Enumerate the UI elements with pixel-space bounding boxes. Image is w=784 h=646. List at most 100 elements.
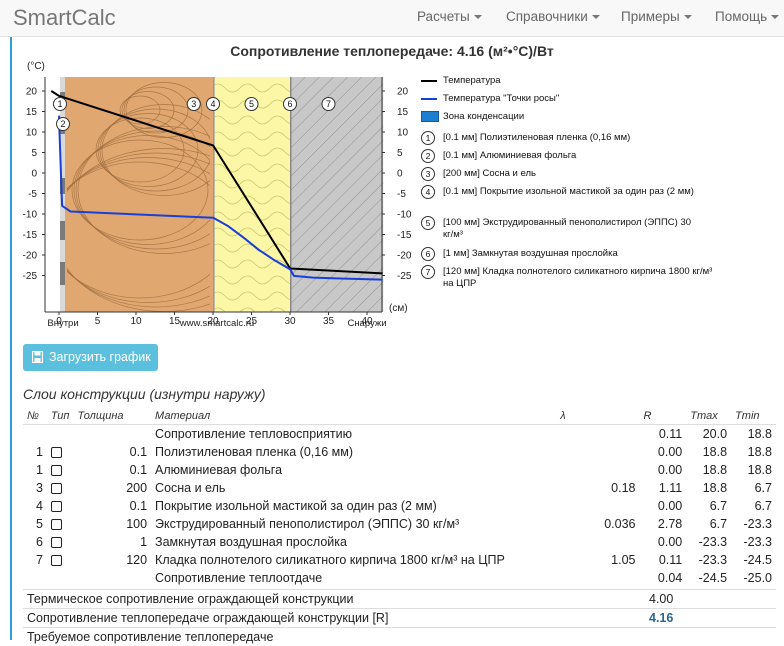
row-tmax: 18.8 [686,461,731,479]
row-tmin: 18.8 [731,443,776,461]
layer-marker-label: 7 [326,99,331,109]
row-material: Покрытие изольной мастикой за один раз (… [151,497,556,515]
column-header-tmin: Tmin [731,407,776,425]
layers-table: № Тип Толщина Материал λ R Tmax Tmin Соп… [23,407,776,587]
row-r: 0.11 [639,425,686,444]
legend-layer-text: [0.1 мм] Полиэтиленовая пленка (0,16 мм) [443,132,630,143]
row-tmin: 18.8 [731,425,776,444]
legend-label-dewpoint: Температура "Точки росы" [443,93,559,104]
row-material: Сопротивление тепловосприятию [151,425,556,444]
download-chart-button[interactable]: Загрузить график [23,344,158,371]
row-tmin: -24.5 [731,551,776,569]
legend-layer-4: 4[0.1 мм] Покрытие изольной мастикой за … [421,186,711,217]
download-button-label: Загрузить график [49,344,151,371]
row-lambda [556,569,639,587]
summary-value-r: 4.16 [645,609,776,628]
x-tick-label: 35 [323,316,335,327]
legend-layer-6: 6[1 мм] Замкнутая воздушная прослойка [421,248,711,266]
interior-zone [45,77,59,312]
y-tick-label-right: -10 [397,210,412,221]
x-tick-label: 10 [130,316,142,327]
row-lambda [556,533,639,551]
row-tmax: 20.0 [686,425,731,444]
layer-type-checkbox[interactable] [51,447,62,458]
row-type [47,443,74,461]
row-tmin: 18.8 [731,461,776,479]
layer-insulation [215,77,290,312]
layer-marker-label: 6 [287,99,292,109]
legend-layer-3: 3[200 мм] Сосна и ель [421,168,711,186]
legend-layer-2: 2[0.1 мм] Алюминиевая фольга [421,150,711,168]
row-lambda [556,425,639,444]
layer-type-checkbox[interactable] [51,519,62,530]
legend-layer-5: 5[100 мм] Экструдированный пенополистиро… [421,217,711,248]
row-thickness [73,425,151,444]
summary-row-thermal-resistance: Термическое сопротивление ограждающей ко… [23,590,776,609]
layer-type-checkbox[interactable] [51,555,62,566]
foil-dark-segment [60,262,65,285]
row-number: 1 [23,443,47,461]
y-tick-label-right: 0 [397,169,403,180]
row-type [47,533,74,551]
row-material: Кладка полнотелого силикатного кирпича 1… [151,551,556,569]
row-thickness: 0.1 [73,497,151,515]
row-material: Замкнутая воздушная прослойка [151,533,556,551]
column-header-thickness: Толщина [73,407,151,425]
row-type [47,497,74,515]
foil-dark-segment [60,221,65,240]
row-number: 4 [23,497,47,515]
row-thickness: 120 [73,551,151,569]
row-thickness: 0.1 [73,461,151,479]
x-tick-label: 5 [95,316,101,327]
chart-legend: Температура Температура "Точки росы" Зон… [421,74,711,296]
y-axis-label: (°С) [27,61,45,72]
row-r: 0.04 [639,569,686,587]
legend-item-condensation: Зона конденсации [421,110,711,132]
summary-value: 4.00 [645,590,776,609]
layer-marker-label: 1 [57,99,62,109]
layer-type-checkbox[interactable] [51,483,62,494]
column-header-material: Материал [151,407,556,425]
x-axis-label: (см) [389,303,408,314]
y-tick-label-right: -15 [397,230,412,241]
layer-marker-label: 2 [60,119,65,129]
row-number: 7 [23,551,47,569]
column-header-number: № [23,407,47,425]
legend-item-temperature: Температура [421,74,711,92]
row-number: 5 [23,515,47,533]
row-lambda: 0.036 [556,515,639,533]
row-r: 2.78 [639,515,686,533]
column-header-tmax: Tmax [686,407,731,425]
row-type [47,479,74,497]
layer-number-badge: 3 [421,167,435,181]
row-tmin: 6.7 [731,497,776,515]
layer-type-checkbox[interactable] [51,465,62,476]
y-tick-label-right: 20 [397,87,409,98]
condensation-box-icon [421,111,439,122]
row-tmin: -25.0 [731,569,776,587]
layer-marker-label: 5 [249,99,254,109]
row-thickness: 200 [73,479,151,497]
y-tick-label: 10 [26,128,38,139]
summary-label: Сопротивление теплопередаче ограждающей … [23,609,645,628]
layer-type-checkbox[interactable] [51,501,62,512]
row-type [47,425,74,444]
summary-value [645,628,776,646]
y-tick-label-right: 5 [397,148,403,159]
y-tick-label: -10 [23,210,38,221]
row-material: Сосна и ель [151,479,556,497]
legend-line-black [421,80,437,82]
row-material: Алюминиевая фольга [151,461,556,479]
row-r: 0.11 [639,551,686,569]
layer-number-badge: 6 [421,247,435,261]
table-header-row: № Тип Толщина Материал λ R Tmax Tmin [23,407,776,425]
legend-layer-7: 7[120 мм] Кладка полнотелого силикатного… [421,266,711,296]
row-material: Полиэтиленовая пленка (0,16 мм) [151,443,556,461]
row-r: 0.00 [639,461,686,479]
layer-mastic [213,77,215,312]
row-thickness: 1 [73,533,151,551]
layer-type-checkbox[interactable] [51,537,62,548]
